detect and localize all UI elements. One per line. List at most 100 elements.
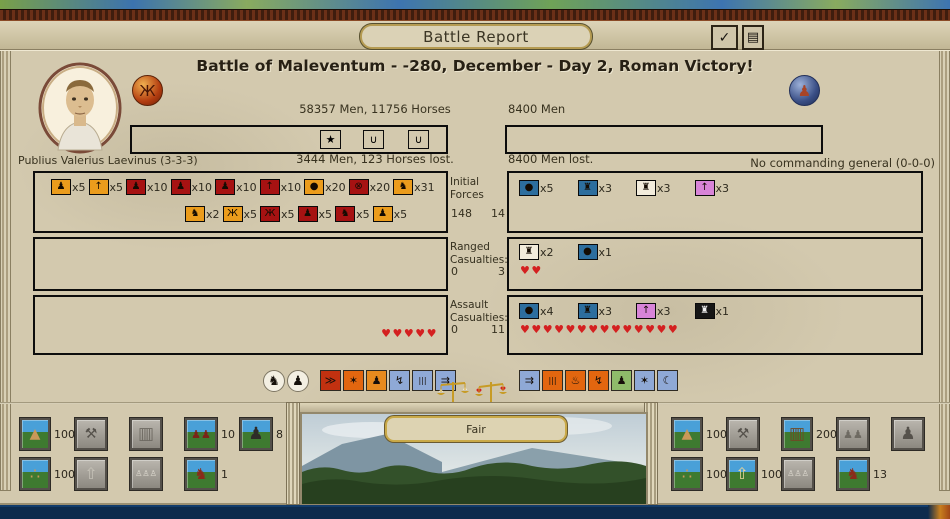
- defender-general-note: No commanding general (0-0-0): [750, 156, 935, 170]
- unit-chip[interactable]: ♟ x10: [215, 179, 257, 195]
- attacker-assets-row2: ∴ 100 ⇧ ♙♙♙ ♞ 1: [20, 458, 240, 490]
- casualty-heart-icon: ♥: [415, 327, 427, 340]
- soldiers-icon: ♟♟: [837, 418, 869, 450]
- unit-type-icon: ♟: [126, 179, 147, 195]
- casualty-heart-icon: ♥: [588, 323, 600, 336]
- unit-type-icon: ↑: [259, 179, 280, 195]
- casualty-heart-icon: ♥: [426, 327, 438, 340]
- road-icon: ⇧ 100: [727, 458, 782, 490]
- unit-chip[interactable]: ↑ x10: [259, 179, 301, 195]
- defender-ranged-box: ♜ x2 ● x1 ♥♥: [507, 237, 923, 291]
- defender-posture-icon: ♟: [611, 370, 632, 391]
- unit-count: x3: [657, 181, 671, 195]
- unit-type-icon: ♟: [170, 179, 191, 195]
- message-log-button[interactable]: ▤: [742, 25, 764, 50]
- unit-chip[interactable]: ● x4: [519, 303, 554, 319]
- helmet-icon: ♟: [240, 418, 272, 450]
- assault-defender-value: 11: [491, 323, 505, 336]
- supply-wagon-icon: ▲: [20, 418, 50, 450]
- unit-count: x3: [657, 304, 671, 318]
- unit-chip[interactable]: ● x5: [519, 180, 554, 196]
- roman-faction-medal-icon: Ж: [132, 75, 163, 106]
- unit-type-icon: ♞: [185, 206, 205, 222]
- unit-type-icon: ●: [304, 179, 325, 195]
- attacker-general-name: Publius Valerius Laevinus (3-3-3): [18, 154, 198, 167]
- unit-chip[interactable]: ↑ x3: [694, 180, 729, 196]
- defender-assets-row1: ▲ 100 ⚒ ▥ 200 ♟♟ ♟: [672, 418, 947, 450]
- unit-type-icon: ♟: [215, 179, 236, 195]
- unit-type-icon: ♜: [694, 303, 715, 319]
- epirus-faction-medal-icon: ♟: [789, 75, 820, 106]
- unit-chip[interactable]: ♟ x5: [372, 206, 407, 222]
- runner-icon: ♞: [185, 458, 217, 490]
- supply-ammo-icon: ∴: [672, 458, 702, 490]
- statues-icon: ♙♙♙: [130, 458, 162, 490]
- unit-chip[interactable]: ♟ x5: [51, 179, 86, 195]
- unit-type-icon: ♜: [577, 303, 598, 319]
- casualty-heart-icon: ♥: [667, 323, 680, 336]
- unit-chip[interactable]: ● x1: [577, 244, 613, 260]
- unit-chip[interactable]: ♜ x3: [577, 180, 612, 196]
- attacker-assault-hearts: ♥♥♥♥♥: [381, 328, 438, 339]
- unit-chip[interactable]: ♞ x31: [393, 179, 435, 195]
- unit-chip[interactable]: ♜ x1: [694, 303, 729, 319]
- laurel-badge-icon: ∪: [363, 130, 384, 149]
- asset-count: 100: [54, 427, 75, 441]
- casualty-heart-icon: ♥: [611, 323, 623, 336]
- attacker-assault-box: ♥♥♥♥♥: [33, 295, 448, 355]
- clash-stat-icon: ✶: [343, 370, 364, 391]
- defender-strength: 8400 Men: [508, 102, 566, 116]
- road-icon: ⇧: [75, 458, 107, 490]
- asset-count: 13: [873, 467, 887, 481]
- unit-chip[interactable]: ● x20: [304, 179, 346, 195]
- helmet-icon: ♟: [892, 418, 924, 450]
- unit-type-icon: ♞: [393, 179, 414, 195]
- unit-type-icon: ↑: [694, 180, 715, 196]
- attacker-initial-units-row1: ♟ x5 ↑ x5 ♟ x10 ♟ x10 ♟ x10 ↑ x10 ● x20 ⊗ x20 ♞ x31: [51, 179, 435, 195]
- soldiers-icon: ♟♟: [185, 418, 217, 450]
- soldiers-icon: ♟♟: [837, 418, 892, 450]
- unit-type-icon: ●: [577, 244, 598, 260]
- unit-chip[interactable]: ↑ x3: [636, 303, 671, 319]
- unit-chip[interactable]: ♟ x10: [126, 179, 168, 195]
- casualty-heart-icon: ♥: [520, 264, 532, 277]
- assault-attacker-value: 0: [451, 323, 458, 336]
- unit-type-icon: Ж: [260, 206, 281, 222]
- attacker-loss-box: ★ ∪ ∪: [130, 125, 448, 154]
- left-column: [286, 402, 300, 505]
- unit-chip[interactable]: ♜ x3: [636, 180, 671, 196]
- unit-chip[interactable]: ♞ x5: [335, 206, 370, 222]
- assault-casualties-values: 0 11: [451, 323, 505, 336]
- siege-works-icon: ⚒: [75, 418, 107, 450]
- defender-initial-units: ● x5 ♜ x3 ♜ x3 ↑ x3: [519, 180, 729, 196]
- siege-works-icon: ⚒: [727, 418, 759, 450]
- unit-type-icon: ⊗: [348, 179, 369, 195]
- casualty-heart-icon: ♥: [633, 323, 646, 336]
- confirm-button[interactable]: ✓: [711, 25, 738, 50]
- unit-count: x2: [540, 245, 554, 259]
- unit-count: x3: [598, 304, 613, 318]
- unit-chip[interactable]: ♟ x5: [297, 206, 332, 222]
- attacker-assets-row1: ▲ 100 ⚒ ▥ ♟♟ 10 ♟ 8: [20, 418, 295, 450]
- unit-count: x1: [598, 245, 613, 259]
- unit-chip[interactable]: ♞ x2: [185, 206, 220, 222]
- initial-forces-attacker-value: 148: [451, 207, 472, 220]
- casualty-heart-icon: ♥: [565, 323, 577, 336]
- unit-chip[interactable]: ↑ x5: [88, 179, 123, 195]
- siege-works-icon: ⚒: [727, 418, 782, 450]
- casualty-heart-icon: ♥: [520, 323, 532, 336]
- unit-chip[interactable]: ♟ x10: [170, 179, 212, 195]
- unit-chip[interactable]: ♜ x2: [519, 244, 554, 260]
- unit-type-icon: ♜: [636, 180, 657, 196]
- defender-loss-box: [505, 125, 823, 154]
- unit-type-icon: ●: [519, 303, 539, 319]
- unit-type-icon: Ж: [222, 206, 243, 222]
- palisade-icon: ▥ 200: [782, 418, 837, 450]
- unit-type-icon: ♟: [297, 206, 318, 222]
- unit-chip[interactable]: ⊗ x20: [348, 179, 390, 195]
- map-corner: [928, 505, 950, 519]
- unit-chip[interactable]: ♜ x3: [577, 303, 613, 319]
